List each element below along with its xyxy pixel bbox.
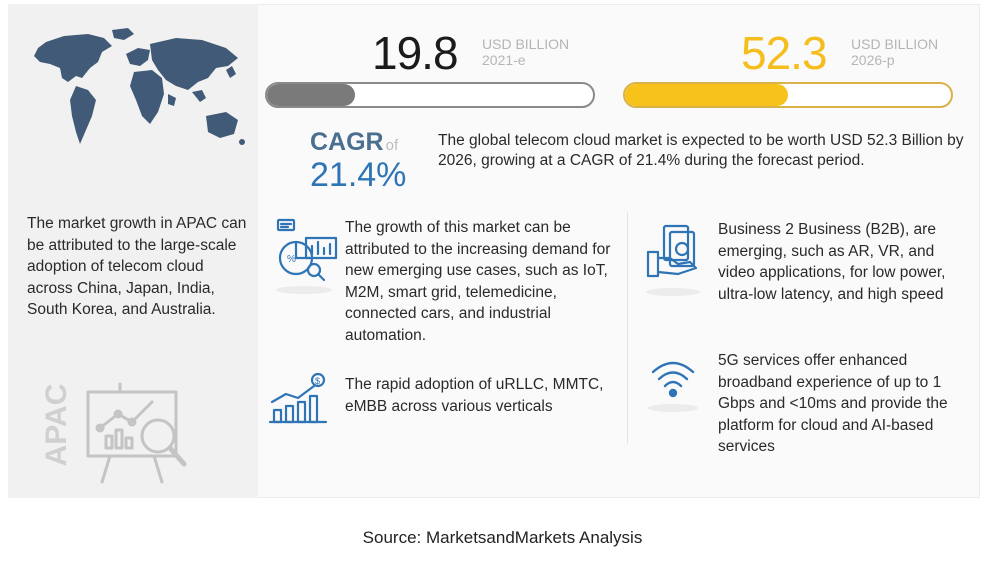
apac-vertical-text: APAC xyxy=(40,384,73,467)
year-2026-label: 2026-p xyxy=(851,52,895,68)
driver-5g-text: 5G services offer enhanced broadband exp… xyxy=(718,352,948,455)
value-2021: 19.8 xyxy=(372,27,459,79)
column-divider xyxy=(627,212,628,444)
source-caption: Source: MarketsandMarkets Analysis xyxy=(362,528,643,547)
world-map-icon xyxy=(34,28,245,145)
growth-chart-icon: $ xyxy=(268,372,328,424)
unit-2026-label: USD BILLION xyxy=(851,36,939,52)
wifi-icon xyxy=(651,361,695,398)
icon-shadow xyxy=(646,288,700,296)
money-hand-icon xyxy=(646,224,698,278)
stat-2026: 52.3 USD BILLION 2026-p xyxy=(741,28,971,78)
stat-2021: 19.8 USD BILLION 2021-e xyxy=(372,28,602,78)
presentation-chart-icon xyxy=(86,382,187,484)
apac-vertical-label: APAC xyxy=(40,384,73,467)
icon-shadow xyxy=(276,286,332,294)
cagr-of: of xyxy=(385,137,399,154)
progress-bar-2026 xyxy=(623,82,953,108)
progress-fill-2026 xyxy=(625,84,788,106)
year-2021-label: 2021-e xyxy=(482,52,526,68)
unit-2021-label: USD BILLION xyxy=(482,36,570,52)
apac-description: The market growth in APAC can be attribu… xyxy=(27,215,247,318)
progress-fill-2021 xyxy=(267,84,356,106)
unit-2026: USD BILLION 2026-p xyxy=(851,36,938,68)
svg-text:$: $ xyxy=(315,376,320,386)
driver-adoption-text: The rapid adoption of uRLLC, MMTC, eMBB … xyxy=(345,376,604,415)
analytics-report-icon: % xyxy=(276,218,338,282)
progress-bar-2021 xyxy=(265,82,595,108)
cagr-label: CAGR xyxy=(310,128,384,156)
cagr-heading: CAGR of xyxy=(310,128,398,160)
icon-shadow xyxy=(648,404,698,412)
svg-text:%: % xyxy=(287,254,296,265)
cagr-value: 21.4% xyxy=(310,156,407,194)
driver-growth-text: The growth of this market can be attribu… xyxy=(345,219,611,344)
driver-b2b-text: Business 2 Business (B2B), are emerging,… xyxy=(718,221,946,303)
unit-2021: USD BILLION 2021-e xyxy=(482,36,569,68)
value-2026: 52.3 xyxy=(741,27,828,79)
cagr-description: The global telecom cloud market is expec… xyxy=(438,132,964,169)
